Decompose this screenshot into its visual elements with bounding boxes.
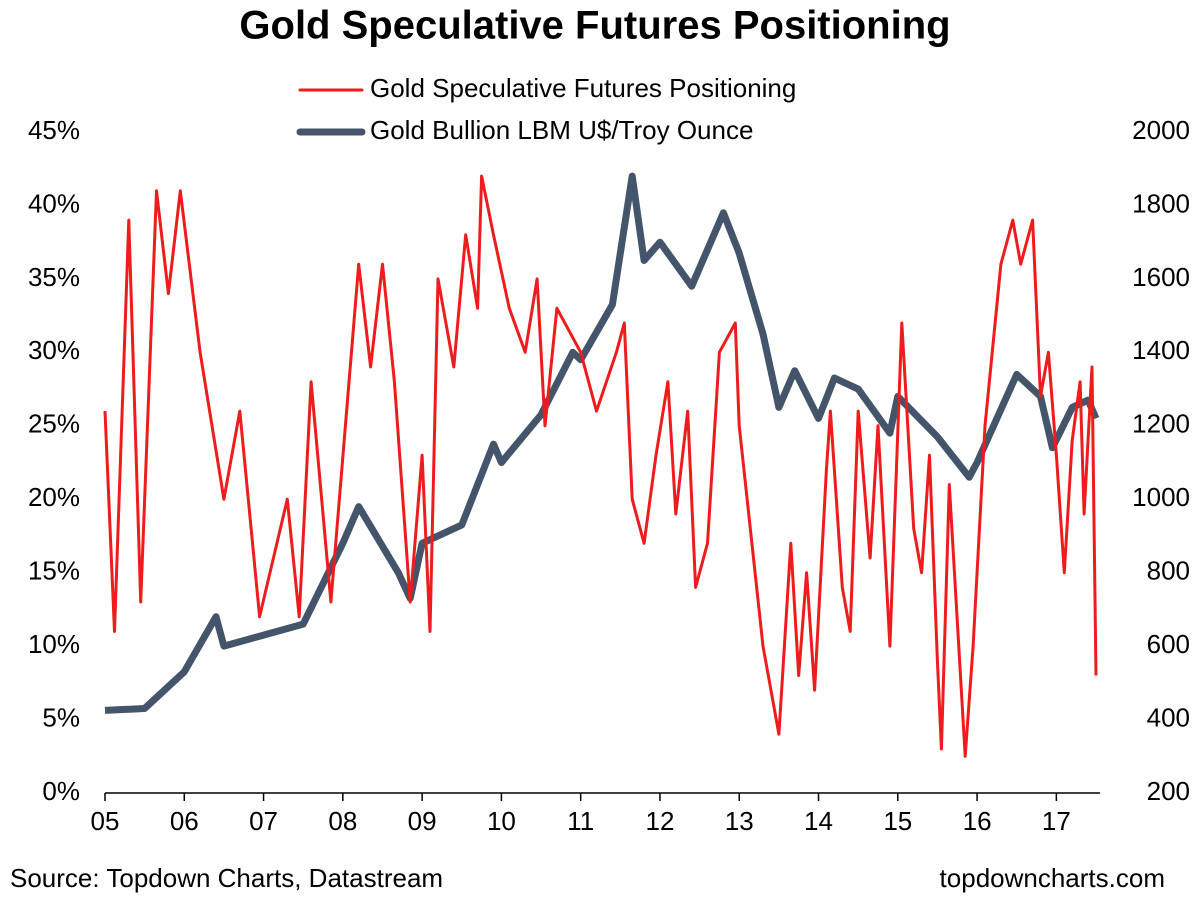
y2-tick-label: 1000 [1132, 482, 1190, 512]
x-tick-label: 09 [408, 806, 437, 836]
y2-tick-label: 1200 [1132, 409, 1190, 439]
credit: topdowncharts.com [940, 863, 1165, 893]
x-tick-label: 13 [725, 806, 754, 836]
x-tick-label: 17 [1042, 806, 1071, 836]
series-line [103, 174, 1098, 758]
x-tick-label: 10 [487, 806, 516, 836]
chart-title: Gold Speculative Futures Positioning [239, 4, 950, 48]
x-tick-label: 05 [91, 806, 120, 836]
x-tick-label: 15 [883, 806, 912, 836]
x-tick-label: 07 [249, 806, 278, 836]
y-tick-label: 15% [28, 556, 80, 586]
y-tick-label: 0% [42, 776, 80, 806]
x-tick-label: 06 [170, 806, 199, 836]
source: Source: Topdown Charts, Datastream [10, 863, 443, 893]
y-tick-label: 35% [28, 262, 80, 292]
y-tick-label: 10% [28, 629, 80, 659]
y2-tick-label: 1600 [1132, 262, 1190, 292]
y2-tick-label: 400 [1147, 702, 1190, 732]
series-line [104, 172, 1100, 714]
y-tick-label: 20% [28, 482, 80, 512]
y-tick-label: 30% [28, 335, 80, 365]
x-tick-label: 16 [963, 806, 992, 836]
y-tick-label: 5% [42, 702, 80, 732]
x-tick-label: 14 [804, 806, 833, 836]
y-tick-label: 25% [28, 409, 80, 439]
x-tick-label: 12 [645, 806, 674, 836]
legend-label: Gold Speculative Futures Positioning [370, 73, 796, 103]
y2-tick-label: 1400 [1132, 335, 1190, 365]
y2-tick-label: 600 [1147, 629, 1190, 659]
legend-label: Gold Bullion LBM U$/Troy Ounce [370, 115, 753, 145]
y2-tick-label: 1800 [1132, 188, 1190, 218]
x-tick-label: 08 [328, 806, 357, 836]
y2-tick-label: 2000 [1132, 115, 1190, 145]
y2-tick-label: 200 [1147, 776, 1190, 806]
x-tick-label: 11 [567, 806, 594, 836]
y-tick-label: 45% [28, 115, 80, 145]
y-tick-label: 40% [28, 188, 80, 218]
y2-tick-label: 800 [1147, 556, 1190, 586]
